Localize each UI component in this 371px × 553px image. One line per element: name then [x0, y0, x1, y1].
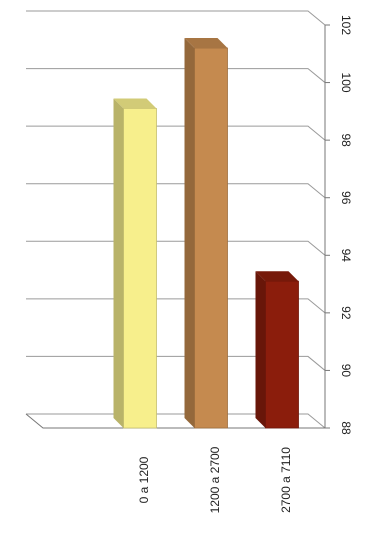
value-axis-ticks: 88 90 92 94 96 98 100 102	[325, 15, 353, 435]
bar-2	[184, 38, 228, 429]
value-tick-label: 90	[339, 364, 353, 378]
bar-front	[265, 280, 299, 429]
value-tick-label: 94	[339, 249, 353, 263]
value-tick-label: 98	[339, 133, 353, 147]
value-tick-label: 96	[339, 191, 353, 205]
bar-side	[255, 271, 266, 428]
gridline	[26, 183, 326, 199]
category-label: 0 a 1200	[137, 456, 151, 503]
gridline	[26, 68, 326, 83]
bar-side	[184, 38, 195, 429]
gridline	[26, 125, 326, 141]
bar-top	[255, 271, 299, 282]
gridline	[26, 240, 326, 256]
bar-3	[255, 271, 299, 429]
bar-side	[113, 98, 124, 428]
bar-front	[194, 47, 228, 429]
value-tick-label: 92	[339, 306, 353, 320]
bar-top	[184, 38, 228, 49]
bar-1	[113, 98, 157, 429]
bars	[113, 38, 299, 429]
value-tick-label: 100	[339, 73, 353, 93]
category-axis-line	[25, 413, 325, 429]
axes	[25, 25, 326, 429]
bar-front	[123, 108, 157, 429]
gridline	[26, 10, 326, 26]
category-label: 2700 a 7110	[279, 447, 293, 513]
value-tick-label: 102	[339, 15, 353, 35]
category-axis-labels: 0 a 1200 1200 a 2700 2700 a 7110	[137, 446, 293, 513]
value-tick-label: 88	[339, 421, 353, 435]
category-label: 1200 a 2700	[208, 446, 222, 513]
bar-top	[113, 98, 157, 109]
